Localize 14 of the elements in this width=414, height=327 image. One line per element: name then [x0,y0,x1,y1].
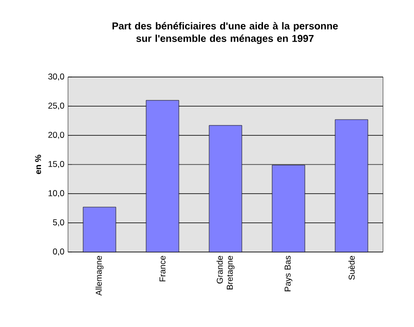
y-tick-label: 20,0 [48,132,64,139]
x-tick-label: France [160,256,166,282]
chart-title: Part des bénéficiaires d'une aide à la personne sur l'ensemble des ménages en 1997 [112,22,338,44]
y-tick-label: 10,0 [48,190,64,198]
y-tick-label: 25,0 [48,102,64,110]
y-tick-label: 15,0 [48,160,64,168]
y-axis-title: en % [35,154,42,174]
y-tick-label: 30,0 [48,73,64,81]
x-tick-label: Suède [348,256,355,280]
x-tick-label: Pays Bas [284,256,292,292]
y-tick-label: 0,0 [52,248,64,256]
y-tick-label: 5,0 [53,219,64,226]
x-tick-label: Grande Bretagne [216,256,234,290]
x-tick-label: Allemagne [96,256,104,296]
